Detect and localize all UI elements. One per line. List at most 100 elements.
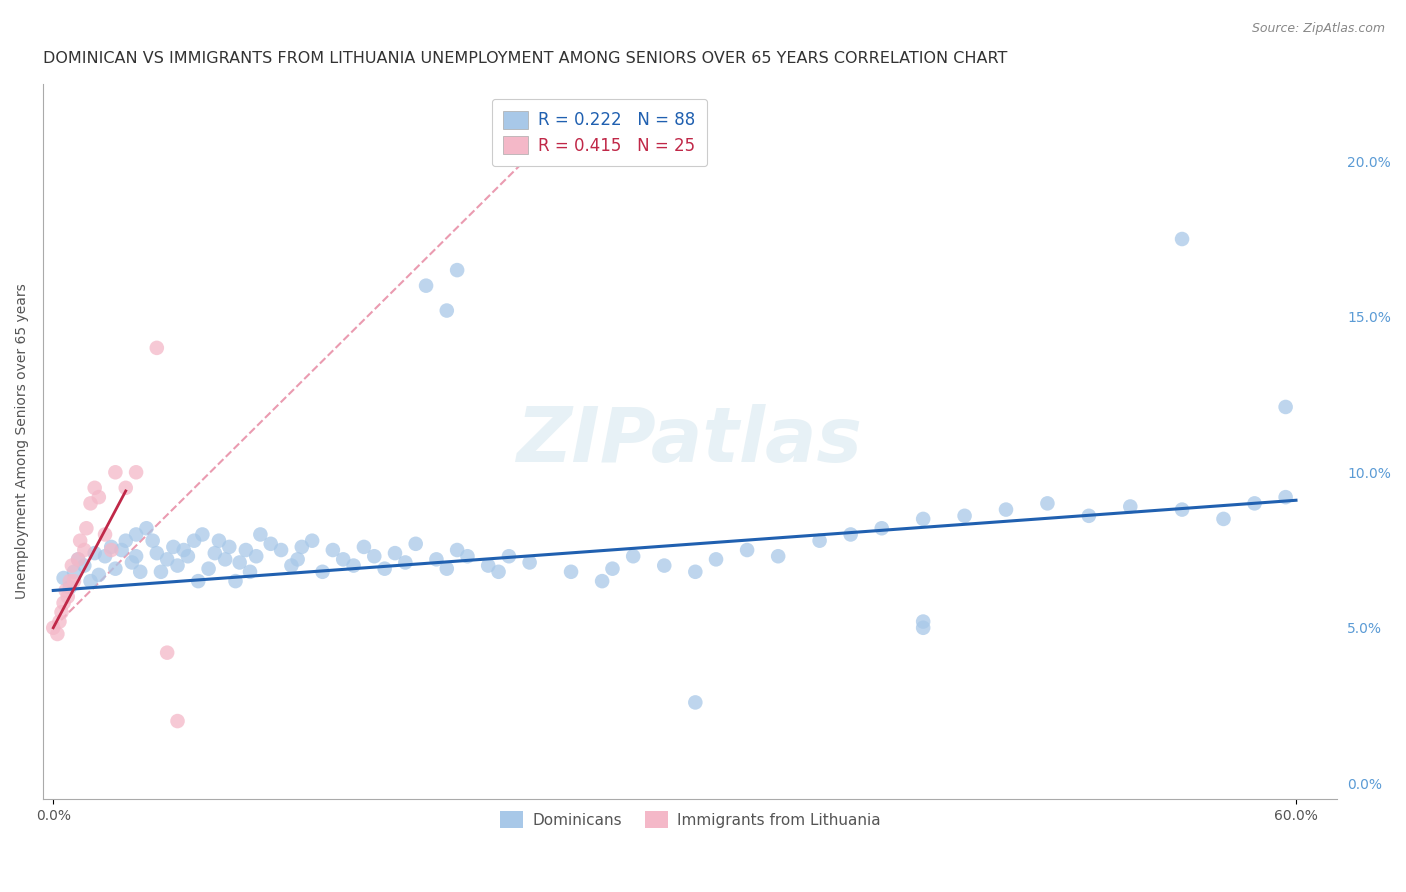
Point xyxy=(591,574,613,588)
Point xyxy=(384,546,406,560)
Point xyxy=(953,508,976,523)
Point xyxy=(477,558,499,573)
Point xyxy=(166,558,188,573)
Point xyxy=(135,521,157,535)
Point xyxy=(436,562,458,576)
Point xyxy=(808,533,831,548)
Point xyxy=(100,543,122,558)
Point xyxy=(69,533,91,548)
Point xyxy=(405,537,427,551)
Point xyxy=(498,549,520,564)
Point xyxy=(446,263,468,277)
Point xyxy=(249,527,271,541)
Legend: Dominicans, Immigrants from Lithuania: Dominicans, Immigrants from Lithuania xyxy=(494,805,886,834)
Point xyxy=(100,540,122,554)
Point xyxy=(94,527,117,541)
Point xyxy=(83,546,105,560)
Point xyxy=(52,571,75,585)
Point xyxy=(110,543,132,558)
Point xyxy=(52,596,75,610)
Point xyxy=(1077,508,1099,523)
Point xyxy=(1212,512,1234,526)
Point xyxy=(67,552,90,566)
Point xyxy=(187,574,209,588)
Point xyxy=(46,627,69,641)
Point xyxy=(225,574,247,588)
Point xyxy=(1171,502,1194,516)
Point xyxy=(235,543,257,558)
Point xyxy=(51,605,73,619)
Point xyxy=(839,527,862,541)
Point xyxy=(197,562,219,576)
Point xyxy=(685,565,707,579)
Text: DOMINICAN VS IMMIGRANTS FROM LITHUANIA UNEMPLOYMENT AMONG SENIORS OVER 65 YEARS : DOMINICAN VS IMMIGRANTS FROM LITHUANIA U… xyxy=(44,51,1007,66)
Point xyxy=(912,512,935,526)
Point xyxy=(60,558,83,573)
Point xyxy=(1274,490,1296,504)
Point xyxy=(121,556,143,570)
Point xyxy=(245,549,267,564)
Point xyxy=(332,552,354,566)
Point xyxy=(177,549,200,564)
Point xyxy=(63,574,86,588)
Point xyxy=(173,543,195,558)
Point xyxy=(1274,400,1296,414)
Point xyxy=(280,558,302,573)
Point xyxy=(353,540,375,554)
Point xyxy=(125,527,148,541)
Point xyxy=(735,543,758,558)
Point xyxy=(55,583,77,598)
Point xyxy=(73,558,96,573)
Point xyxy=(374,562,396,576)
Point xyxy=(75,521,97,535)
Point xyxy=(270,543,292,558)
Point xyxy=(1119,500,1142,514)
Point xyxy=(425,552,447,566)
Point xyxy=(114,533,136,548)
Point xyxy=(287,552,309,566)
Point xyxy=(766,549,789,564)
Point xyxy=(228,556,250,570)
Point xyxy=(239,565,262,579)
Point xyxy=(67,552,90,566)
Point xyxy=(912,621,935,635)
Point xyxy=(48,615,70,629)
Point xyxy=(87,568,110,582)
Point xyxy=(114,481,136,495)
Point xyxy=(59,580,82,594)
Point xyxy=(125,465,148,479)
Point xyxy=(415,278,437,293)
Point xyxy=(183,533,205,548)
Point xyxy=(1036,496,1059,510)
Point xyxy=(602,562,624,576)
Point xyxy=(519,556,541,570)
Point xyxy=(149,565,172,579)
Point xyxy=(995,502,1018,516)
Point xyxy=(363,549,385,564)
Point xyxy=(446,543,468,558)
Point xyxy=(79,496,101,510)
Point xyxy=(704,552,727,566)
Point xyxy=(218,540,240,554)
Point xyxy=(912,615,935,629)
Point xyxy=(322,543,344,558)
Point xyxy=(870,521,893,535)
Point xyxy=(204,546,226,560)
Point xyxy=(104,465,127,479)
Point xyxy=(87,490,110,504)
Point xyxy=(311,565,333,579)
Point xyxy=(1171,232,1194,246)
Point xyxy=(291,540,314,554)
Point xyxy=(83,481,105,495)
Point xyxy=(488,565,510,579)
Point xyxy=(59,574,82,588)
Point xyxy=(79,574,101,588)
Point xyxy=(301,533,323,548)
Point xyxy=(208,533,231,548)
Y-axis label: Unemployment Among Seniors over 65 years: Unemployment Among Seniors over 65 years xyxy=(15,284,30,599)
Point xyxy=(260,537,283,551)
Point xyxy=(146,546,169,560)
Point xyxy=(104,562,127,576)
Point xyxy=(685,695,707,709)
Point xyxy=(73,543,96,558)
